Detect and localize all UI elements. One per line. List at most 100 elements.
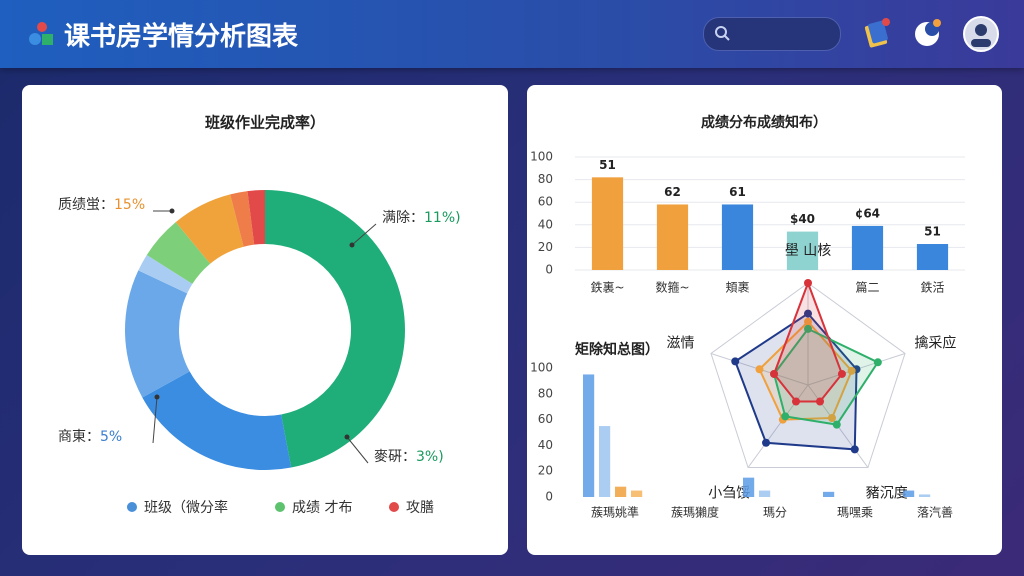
bar-top-label: 51 [599, 158, 616, 172]
leader-line [351, 223, 377, 246]
app-title: 课书房学情分析图表 [64, 22, 299, 52]
leader-line [346, 436, 369, 464]
legend-label: 班级（微分率 [144, 499, 228, 516]
radar-point [804, 309, 812, 318]
donut-segment [265, 190, 405, 468]
x-tick-label: 鉄活 [920, 280, 944, 295]
legend-label: 攻膳 [406, 500, 434, 516]
annotation: 麥硏：3%) [374, 449, 444, 465]
radar-point [837, 369, 846, 378]
y-tick-label: 20 [538, 240, 553, 254]
avatar-button[interactable] [962, 15, 1000, 53]
leader-dot [344, 434, 350, 440]
x-tick-label: 瑪分 [763, 506, 787, 520]
bar [656, 204, 689, 270]
y-tick-label: 80 [538, 172, 553, 186]
legend-swatch [127, 502, 137, 512]
radar-point [781, 412, 790, 421]
x-tick-label: 落汽善 [917, 505, 953, 520]
radar-area [758, 320, 853, 421]
radar-point [792, 397, 801, 406]
radar-point [832, 420, 841, 429]
radar-point [815, 397, 824, 406]
donut-chart: 班级作业完成率） 质绩蛍：15% 满除：11%) 商東：5% 麥硏：3%) 班级（微分率 成… [58, 114, 461, 517]
bar [916, 244, 949, 270]
annotation-value: 5% [100, 429, 122, 445]
notes-button[interactable] [862, 16, 892, 50]
chat-button[interactable] [912, 16, 944, 50]
donut-segment [175, 194, 244, 264]
legend-swatch [389, 502, 399, 512]
annotation-label: 满除： [382, 210, 424, 226]
annotation-label: 麥硏： [374, 449, 416, 465]
y-tick-label: 80 [538, 386, 553, 400]
radar-point [804, 324, 812, 333]
radar-area [772, 280, 844, 403]
bar [903, 490, 915, 497]
leader-dot [154, 394, 160, 400]
right-card: 成绩分布成绩知布） 0 20 40 60 80 100 鉄裏~ 数箍~ 頬裹 篇二 鉄活 51 62 61 $… [527, 85, 1002, 555]
y-tick-label: 20 [538, 464, 553, 478]
bar [759, 490, 771, 497]
y-tick-label: 0 [545, 263, 553, 277]
x-tick-label: 頬裹 [725, 280, 749, 295]
leader-dot [349, 242, 355, 248]
annotation-label: 质绩蛍： [58, 197, 114, 213]
x-tick-label: 鉄裏~ [590, 280, 624, 295]
annotation-value: 11%) [424, 210, 461, 226]
chart-title: 班级作业完成率） [205, 114, 325, 132]
y-tick-label: 60 [538, 412, 553, 426]
bar-top-label: $40 [790, 212, 815, 226]
y-tick-label: 60 [538, 195, 553, 209]
radar-point [873, 358, 882, 367]
radar-point [755, 365, 764, 374]
left-card: 班级作业完成率） 质绩蛍：15% 满除：11%) 商東：5% 麥硏：3%) 班级（微分率 成… [22, 85, 508, 555]
radar-axis-label: 豬沉度 [866, 485, 908, 501]
radar-point [762, 438, 771, 447]
y-tick-label: 40 [538, 217, 553, 231]
radar-point [804, 279, 812, 287]
annotation-value: 3%) [416, 449, 444, 465]
bar-top-label: 51 [924, 225, 941, 239]
search-box[interactable] [703, 17, 841, 51]
x-tick-label: 蔟瑪姚準 [591, 505, 639, 520]
leader-line [152, 396, 158, 444]
bar-top-label: 61 [729, 185, 746, 199]
leader-dot [169, 208, 175, 214]
radar-axis-label: 壆 山核 [785, 243, 831, 259]
bar [599, 426, 611, 497]
logo [29, 22, 53, 45]
bar [631, 490, 643, 497]
bar [615, 486, 627, 497]
radar-point [770, 369, 779, 378]
chart-title: 矩除知总图） [575, 341, 659, 358]
search-icon [715, 26, 730, 41]
x-tick-label: 数箍~ [655, 280, 689, 295]
radar-axis-label: 滋情 [667, 336, 695, 352]
y-tick-label: 40 [538, 438, 553, 452]
y-tick-label: 100 [530, 361, 553, 375]
radar-point [847, 366, 856, 375]
radar-point [827, 414, 836, 423]
bar [851, 225, 884, 270]
annotation: 质绩蛍：15% [58, 197, 145, 213]
chart-title: 成绩分布成绩知布） [701, 114, 827, 131]
y-tick-label: 100 [530, 150, 553, 164]
donut-segment [247, 190, 265, 245]
header: 课书房学情分析图表 [0, 0, 1024, 68]
legend-swatch [275, 502, 285, 512]
legend-label: 成绩 才布 [292, 500, 352, 516]
donut-segment [138, 254, 193, 294]
x-tick-label: 蔟瑪獺度 [671, 505, 719, 520]
radar-axis-label: 小刍馁 [708, 485, 750, 501]
radar-point [850, 445, 859, 454]
charts-panel: 成绩分布成绩知布） 0 20 40 60 80 100 鉄裏~ 数箍~ 頬裹 篇二 鉄活 51 62 61 $… [530, 114, 965, 520]
annotation-label: 商東： [58, 429, 100, 445]
annotation-value: 15% [114, 197, 145, 213]
radar-axis-label: 擒采应 [914, 335, 956, 352]
bar [786, 231, 819, 270]
bar [583, 374, 595, 497]
annotation: 满除：11%) [382, 210, 461, 226]
donut-segment [142, 371, 292, 470]
